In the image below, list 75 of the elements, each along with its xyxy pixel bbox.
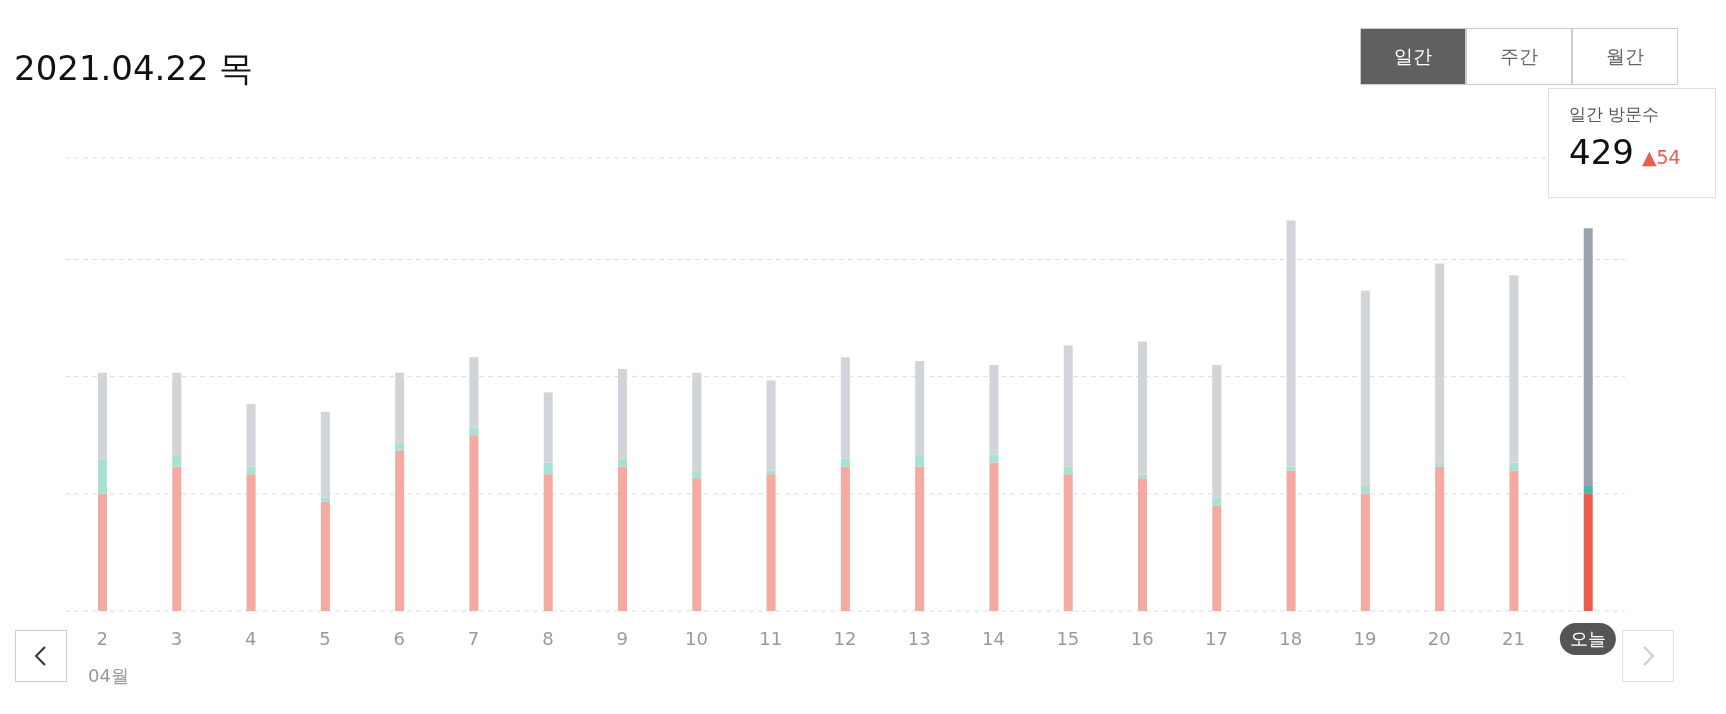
- bar: [1360, 493, 1370, 611]
- bar: [1138, 478, 1147, 611]
- bar: [692, 478, 702, 611]
- x-tick-label: 오늘: [1569, 628, 1606, 649]
- x-tick-label: 14: [982, 628, 1006, 649]
- bar: [915, 466, 925, 611]
- bar: [1138, 474, 1147, 479]
- bar: [1212, 505, 1222, 611]
- bar: [172, 454, 182, 467]
- bar: [840, 466, 850, 611]
- x-tick-label: 17: [1204, 628, 1228, 649]
- bar: [469, 435, 479, 611]
- bar: [543, 392, 553, 463]
- text: ▲54: [1641, 146, 1681, 168]
- text: 주간: [1466, 28, 1572, 85]
- x-tick-label: 6: [393, 628, 406, 649]
- bar: [395, 450, 405, 611]
- bar: [98, 458, 107, 494]
- x-tick-label: 5: [319, 628, 331, 649]
- bar: [692, 470, 702, 479]
- bar: [915, 454, 925, 467]
- bar: [989, 462, 999, 611]
- text: 일간: [1360, 28, 1466, 85]
- bar: [989, 454, 999, 463]
- x-tick-label: 10: [684, 628, 708, 649]
- bar: [1435, 462, 1445, 467]
- x-tick-label: 8: [542, 628, 554, 649]
- bar: [1509, 462, 1519, 471]
- x-tick-label: 16: [1130, 628, 1154, 649]
- bar: [766, 380, 776, 471]
- chart-title: 2021.04.22 목: [14, 47, 254, 90]
- bar: [1435, 466, 1445, 611]
- bar: [1286, 220, 1296, 467]
- bar: [1286, 470, 1296, 611]
- bar: [1360, 486, 1370, 494]
- x-tick-label: 4: [244, 628, 257, 649]
- bar: [618, 466, 627, 611]
- x-tick-label: 20: [1427, 628, 1451, 649]
- bar: [840, 458, 850, 467]
- bar: [172, 466, 182, 611]
- bar: [469, 427, 479, 436]
- bar: [766, 470, 776, 475]
- bar: [98, 493, 107, 611]
- x-tick-label: 18: [1279, 628, 1303, 649]
- x-tick-label: 13: [907, 628, 931, 649]
- bar: [1583, 228, 1593, 487]
- x-tick-label: 15: [1056, 628, 1080, 649]
- x-tick-label: 7: [467, 628, 480, 649]
- bar: [543, 474, 553, 611]
- x-tick-label: 19: [1353, 628, 1377, 649]
- x-tick-label: 12: [833, 628, 857, 649]
- bar: [320, 497, 330, 502]
- text: 월간: [1572, 28, 1678, 85]
- bar: [246, 404, 256, 467]
- bar: [395, 443, 405, 451]
- bar: [1583, 486, 1593, 494]
- text: 일간 방문수: [1569, 103, 1661, 126]
- text: 429: [1569, 132, 1634, 172]
- x-tick-label: 11: [759, 628, 783, 649]
- bar: [1583, 493, 1593, 611]
- bar: [618, 458, 627, 467]
- bar: [246, 466, 256, 475]
- bar: [1063, 466, 1073, 475]
- x-tick-label: 9: [616, 628, 628, 649]
- bar: [246, 474, 256, 611]
- x-tick-label: 2: [96, 628, 108, 649]
- x-tick-label: 3: [170, 628, 183, 649]
- bar: [766, 474, 776, 611]
- bar: [1063, 474, 1073, 611]
- x-tick-label: 21: [1502, 628, 1526, 649]
- bar: [1509, 470, 1519, 611]
- bar: [543, 462, 553, 475]
- bar: [1212, 497, 1222, 506]
- text: 04월: [88, 664, 129, 688]
- bar: [320, 501, 330, 611]
